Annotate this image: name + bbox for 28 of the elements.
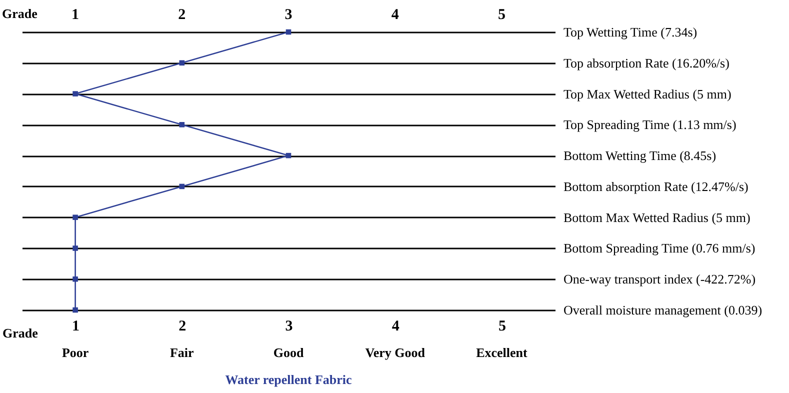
y-tick-label: Top Spreading Time (1.13 mm/s) (564, 117, 736, 132)
y-tick-label: One-way transport index (-422.72%) (564, 272, 756, 287)
x2-tick-label: 5 (498, 7, 506, 23)
text: Good (273, 345, 304, 360)
text: Poor (62, 345, 89, 360)
x2-tick-label: 3 (284, 7, 292, 23)
x2-tick-label: 1 (72, 7, 80, 23)
x2-tick-label: 2 (178, 7, 186, 23)
x-tick-label: 3 (285, 318, 293, 334)
y-tick-label: Bottom Spreading Time (0.76 mm/s) (564, 240, 756, 256)
x-tick-label: 1 (72, 318, 80, 334)
x2-axis-title: Grade (2, 6, 38, 21)
x-tick-label: 5 (498, 318, 506, 334)
text: Fair (170, 345, 194, 360)
y-tick-label: Bottom Max Wetted Radius (5 mm) (564, 210, 750, 225)
y-tick-label: Top absorption Rate (16.20%/s) (564, 55, 730, 70)
x-tick-label: 2 (178, 318, 186, 334)
x-axis-title: Grade (2, 326, 38, 340)
y-tick-label: Top Max Wetted Radius (5 mm) (564, 86, 732, 102)
y-tick-label: Overall moisture management (0.039) (564, 302, 762, 318)
text: Very Good (365, 345, 426, 360)
x2-tick-label: 4 (391, 7, 400, 23)
x-tick-label: 4 (392, 318, 400, 334)
y-tick-label: Top Wetting Time (7.34s) (564, 24, 698, 40)
y-tick-label: Bottom Wetting Time (8.45s) (564, 148, 716, 164)
y-tick-label: Bottom absorption Rate (12.47%/s) (564, 178, 748, 194)
text: Water repellent Fabric (225, 372, 352, 387)
text: Excellent (476, 345, 528, 360)
